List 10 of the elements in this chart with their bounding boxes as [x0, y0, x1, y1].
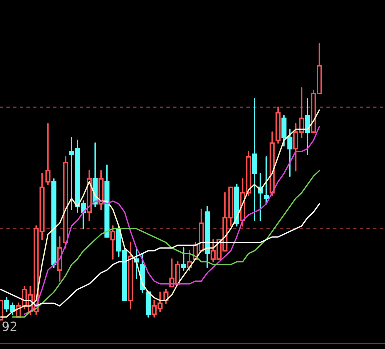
candlestick — [57, 236, 63, 282]
candlestick — [276, 106, 281, 144]
candlestick — [305, 98, 310, 156]
candlestick — [128, 242, 134, 310]
candlestick — [46, 123, 51, 186]
candlestick — [164, 288, 169, 304]
text: 92 — [2, 322, 17, 332]
candlestick — [98, 170, 104, 210]
candlestick — [252, 98, 258, 222]
candlestick — [181, 248, 186, 272]
